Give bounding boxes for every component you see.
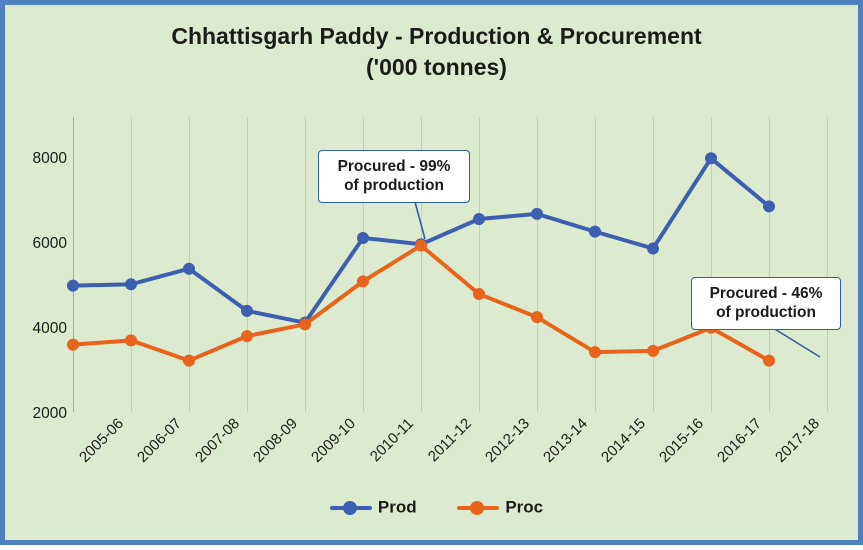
annotation-line-1: Procured - 46% [709,285,823,302]
chart-legend: Prod Proc [5,497,863,518]
legend-swatch-proc-icon [457,500,500,515]
gridline [711,117,712,412]
y-tick-label: 2000 [32,405,67,422]
gridline [537,117,538,412]
annotation-line-2: of production [344,177,444,195]
chart-title-line-2: ('000 tonnes) [366,54,507,81]
y-tick-label: 6000 [32,235,67,252]
annotation-callout-procured-46: Procured - 46% of production [691,277,841,330]
gridline [769,117,770,412]
gridline [131,117,132,412]
y-axis-line [73,117,74,412]
gridline [653,117,654,412]
annotation-line-2: of production [716,304,816,322]
gridline [595,117,596,412]
legend-item-proc[interactable]: Proc [457,497,543,518]
gridline [189,117,190,412]
gridline [305,117,306,412]
y-tick-label: 4000 [32,320,67,337]
legend-label-proc: Proc [505,497,544,517]
chart-title: Chhattisgarh Paddy - Production & Procur… [5,21,863,83]
gridline [479,117,480,412]
legend-item-prod[interactable]: Prod [329,497,417,518]
legend-swatch-prod-icon [329,500,372,515]
x-axis: 2005-06 2006-07 2007-08 2008-09 2009-10 … [5,415,863,495]
y-tick-label: 8000 [32,150,67,167]
legend-label-prod: Prod [377,497,417,517]
y-axis: 8000 6000 4000 2000 [5,117,67,422]
gridline [827,117,828,412]
annotation-line-1: Procured - 99% [337,158,451,175]
annotation-callout-procured-99: Procured - 99% of production [318,150,470,203]
gridline [247,117,248,412]
chart-title-line-1: Chhattisgarh Paddy - Production & Procur… [171,23,702,49]
